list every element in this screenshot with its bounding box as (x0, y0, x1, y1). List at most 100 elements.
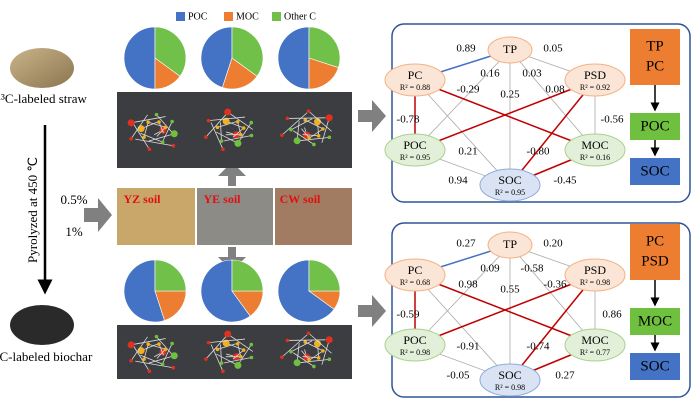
soil-photo (275, 188, 352, 245)
pie-slice (277, 259, 335, 323)
network-edge (135, 360, 174, 369)
pie-slice (308, 26, 341, 68)
path-coefficient: 0.27 (555, 370, 575, 382)
pie-slice (200, 26, 233, 88)
path-coefficient: -0.74 (527, 341, 550, 353)
network-node (307, 135, 311, 140)
network-edge (232, 127, 244, 138)
network-node (129, 358, 133, 363)
pie-slice (231, 259, 264, 292)
network-edge (321, 117, 330, 143)
network-edge (290, 340, 313, 353)
dose-label: 0.5% (60, 192, 87, 207)
soil-label: YZ soil (123, 192, 161, 206)
biochar-label: ¹³C-labeled biochar (0, 349, 93, 364)
summary-box (630, 353, 680, 380)
network-edge (148, 133, 175, 142)
network-edge (216, 131, 239, 144)
network-edge (210, 344, 224, 372)
path-coefficient: -0.80 (527, 146, 550, 158)
network-node (157, 120, 161, 124)
node-label: POC (403, 138, 426, 152)
network-edge (227, 111, 254, 130)
pie-slice (277, 26, 310, 90)
path-coefficient: 0.20 (543, 238, 563, 250)
network-edge (299, 358, 330, 364)
network-edge (140, 132, 163, 143)
network-node (327, 135, 332, 140)
network-node (321, 349, 325, 353)
path-edge (414, 244, 511, 346)
network-node (235, 120, 240, 124)
network-node (241, 348, 246, 352)
path-edge (509, 79, 596, 186)
network-node (249, 355, 254, 360)
network-node (238, 132, 243, 137)
summary-box (630, 224, 680, 280)
network-edge (309, 128, 324, 139)
node-label: TP (503, 42, 517, 56)
network-node (234, 361, 242, 369)
path-edge (509, 49, 596, 151)
path-coefficient: 0.09 (480, 263, 500, 275)
panel (391, 222, 691, 398)
network-node (170, 130, 178, 138)
node-r2: R² = 0.77 (580, 348, 610, 357)
network-edge (301, 128, 310, 138)
path-coefficient: 0.08 (545, 84, 565, 96)
path-coefficient: -0.05 (447, 370, 470, 382)
network-edge (205, 335, 228, 360)
summary-box (630, 158, 680, 185)
network-node (171, 143, 176, 148)
network-node (235, 342, 240, 346)
path-node (487, 231, 533, 259)
node-r2: R² = 0.92 (580, 83, 610, 92)
summary-box (630, 113, 680, 140)
straw-image (10, 48, 74, 88)
path-coefficient: 0.55 (500, 284, 520, 296)
network-edge (305, 119, 322, 129)
network-node (325, 336, 333, 344)
network-node (249, 133, 254, 138)
path-node (479, 168, 541, 202)
pie-slice (222, 57, 258, 90)
network-edge (238, 344, 252, 365)
pie-slice (123, 259, 165, 323)
network-node (219, 139, 224, 143)
network-node (289, 127, 293, 132)
path-coefficient: 0.98 (458, 279, 478, 291)
path-node (564, 63, 626, 97)
path-edge (414, 79, 596, 151)
network-node (303, 340, 308, 344)
network-node (285, 338, 290, 343)
network-edge (223, 357, 252, 364)
path-coefficient: 0.27 (456, 238, 476, 250)
panel (391, 23, 691, 203)
node-r2: R² = 0.16 (580, 153, 610, 162)
legend-swatch (224, 12, 233, 21)
network-node (224, 330, 232, 338)
path-coefficient: -0.59 (397, 309, 420, 321)
network-node (171, 365, 176, 370)
summary-label: TP (646, 38, 664, 54)
path-node (564, 133, 626, 167)
arrow (358, 100, 386, 132)
network-node (327, 357, 332, 362)
network-node (241, 126, 246, 130)
dose-label: 1% (65, 224, 83, 239)
path-coefficient: -0.56 (601, 114, 624, 126)
network-edge (148, 121, 165, 128)
network-node (163, 125, 168, 130)
path-edge (414, 49, 511, 151)
summary-label: PC (646, 58, 664, 74)
network-node (142, 135, 146, 139)
network-edge (293, 130, 315, 145)
network-node (127, 341, 135, 349)
soil-label: YE soil (203, 192, 241, 206)
network-edge (287, 339, 326, 341)
summary-label: PC (646, 233, 664, 249)
node-label: PSD (584, 68, 606, 82)
network-node (160, 140, 165, 144)
network-node (249, 342, 254, 347)
straw-label: ¹³C-labeled straw (0, 91, 87, 106)
